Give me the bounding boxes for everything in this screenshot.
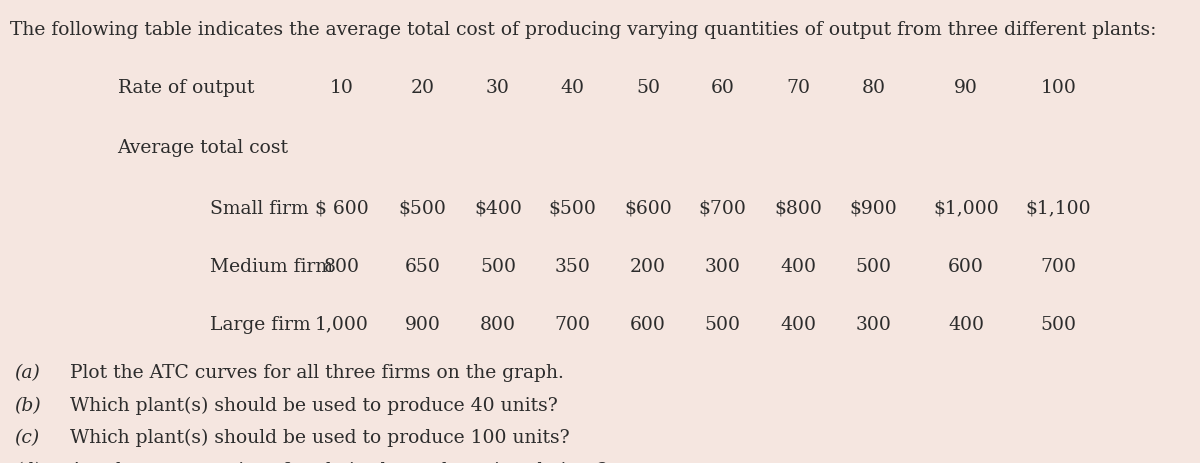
Text: 900: 900 xyxy=(404,315,440,333)
Text: Plot the ATC curves for all three firms on the graph.: Plot the ATC curves for all three firms … xyxy=(70,363,564,382)
Text: 300: 300 xyxy=(856,315,892,333)
Text: 300: 300 xyxy=(704,257,740,275)
Text: $ 600: $ 600 xyxy=(316,199,368,217)
Text: 60: 60 xyxy=(710,79,734,97)
Text: 800: 800 xyxy=(480,315,516,333)
Text: 40: 40 xyxy=(560,79,584,97)
Text: $500: $500 xyxy=(398,199,446,217)
Text: 1,000: 1,000 xyxy=(316,315,368,333)
Text: 650: 650 xyxy=(404,257,440,275)
Text: 10: 10 xyxy=(330,79,354,97)
Text: (b): (b) xyxy=(14,396,41,414)
Text: 400: 400 xyxy=(780,257,816,275)
Text: 500: 500 xyxy=(704,315,740,333)
Text: 50: 50 xyxy=(636,79,660,97)
Text: 80: 80 xyxy=(862,79,886,97)
Text: $800: $800 xyxy=(774,199,822,217)
Text: 400: 400 xyxy=(780,315,816,333)
Text: $900: $900 xyxy=(850,199,898,217)
Text: Medium firm: Medium firm xyxy=(210,257,334,275)
Text: 700: 700 xyxy=(1040,257,1076,275)
Text: 20: 20 xyxy=(410,79,434,97)
Text: Average total cost: Average total cost xyxy=(118,139,289,157)
Text: Small firm: Small firm xyxy=(210,199,308,217)
Text: 600: 600 xyxy=(948,257,984,275)
Text: 500: 500 xyxy=(480,257,516,275)
Text: Rate of output: Rate of output xyxy=(118,79,254,97)
Text: $700: $700 xyxy=(698,199,746,217)
Text: $400: $400 xyxy=(474,199,522,217)
Text: 500: 500 xyxy=(856,257,892,275)
Text: Which plant(s) should be used to produce 100 units?: Which plant(s) should be used to produce… xyxy=(70,428,569,446)
Text: 400: 400 xyxy=(948,315,984,333)
Text: 500: 500 xyxy=(1040,315,1076,333)
Text: $500: $500 xyxy=(548,199,596,217)
Text: 70: 70 xyxy=(786,79,810,97)
Text: 800: 800 xyxy=(324,257,360,275)
Text: 700: 700 xyxy=(554,315,590,333)
Text: Which plant(s) should be used to produce 40 units?: Which plant(s) should be used to produce… xyxy=(70,396,557,414)
Text: 200: 200 xyxy=(630,257,666,275)
Text: 600: 600 xyxy=(630,315,666,333)
Text: 100: 100 xyxy=(1040,79,1076,97)
Text: 30: 30 xyxy=(486,79,510,97)
Text: 90: 90 xyxy=(954,79,978,97)
Text: (c): (c) xyxy=(14,428,40,446)
Text: Large firm: Large firm xyxy=(210,315,311,333)
Text: 350: 350 xyxy=(554,257,590,275)
Text: Are there economies of scale in these plant size choices?: Are there economies of scale in these pl… xyxy=(70,461,608,463)
Text: (d): (d) xyxy=(14,461,41,463)
Text: (a): (a) xyxy=(14,363,41,382)
Text: The following table indicates the average total cost of producing varying quanti: The following table indicates the averag… xyxy=(10,21,1156,39)
Text: $1,000: $1,000 xyxy=(934,199,998,217)
Text: $1,100: $1,100 xyxy=(1026,199,1091,217)
Text: $600: $600 xyxy=(624,199,672,217)
